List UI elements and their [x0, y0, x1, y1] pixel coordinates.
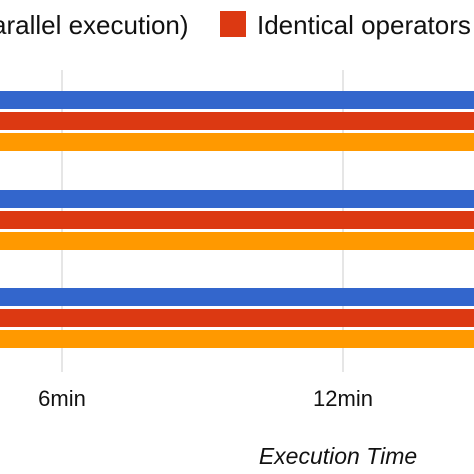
x-axis-ticks: 6min 12min [38, 386, 373, 411]
bar-group3-series2 [0, 309, 474, 327]
legend-swatch-identical-operators [220, 11, 246, 37]
bar-group2-series2 [0, 211, 474, 229]
x-tick-label-12min: 12min [313, 386, 373, 411]
bar-group1-series2 [0, 112, 474, 130]
bar-group3-series1 [0, 288, 474, 306]
legend: arallel execution) Identical operators [0, 10, 471, 40]
bar-group3-series3 [0, 330, 474, 348]
bar-group1-series3 [0, 133, 474, 151]
legend-label-parallel-execution: arallel execution) [0, 10, 189, 40]
legend-label-identical-operators: Identical operators [257, 10, 471, 40]
bars [0, 91, 474, 348]
x-axis-title: Execution Time [259, 443, 417, 469]
bar-group1-series1 [0, 91, 474, 109]
x-tick-label-6min: 6min [38, 386, 86, 411]
bar-group2-series3 [0, 232, 474, 250]
bar-group2-series1 [0, 190, 474, 208]
